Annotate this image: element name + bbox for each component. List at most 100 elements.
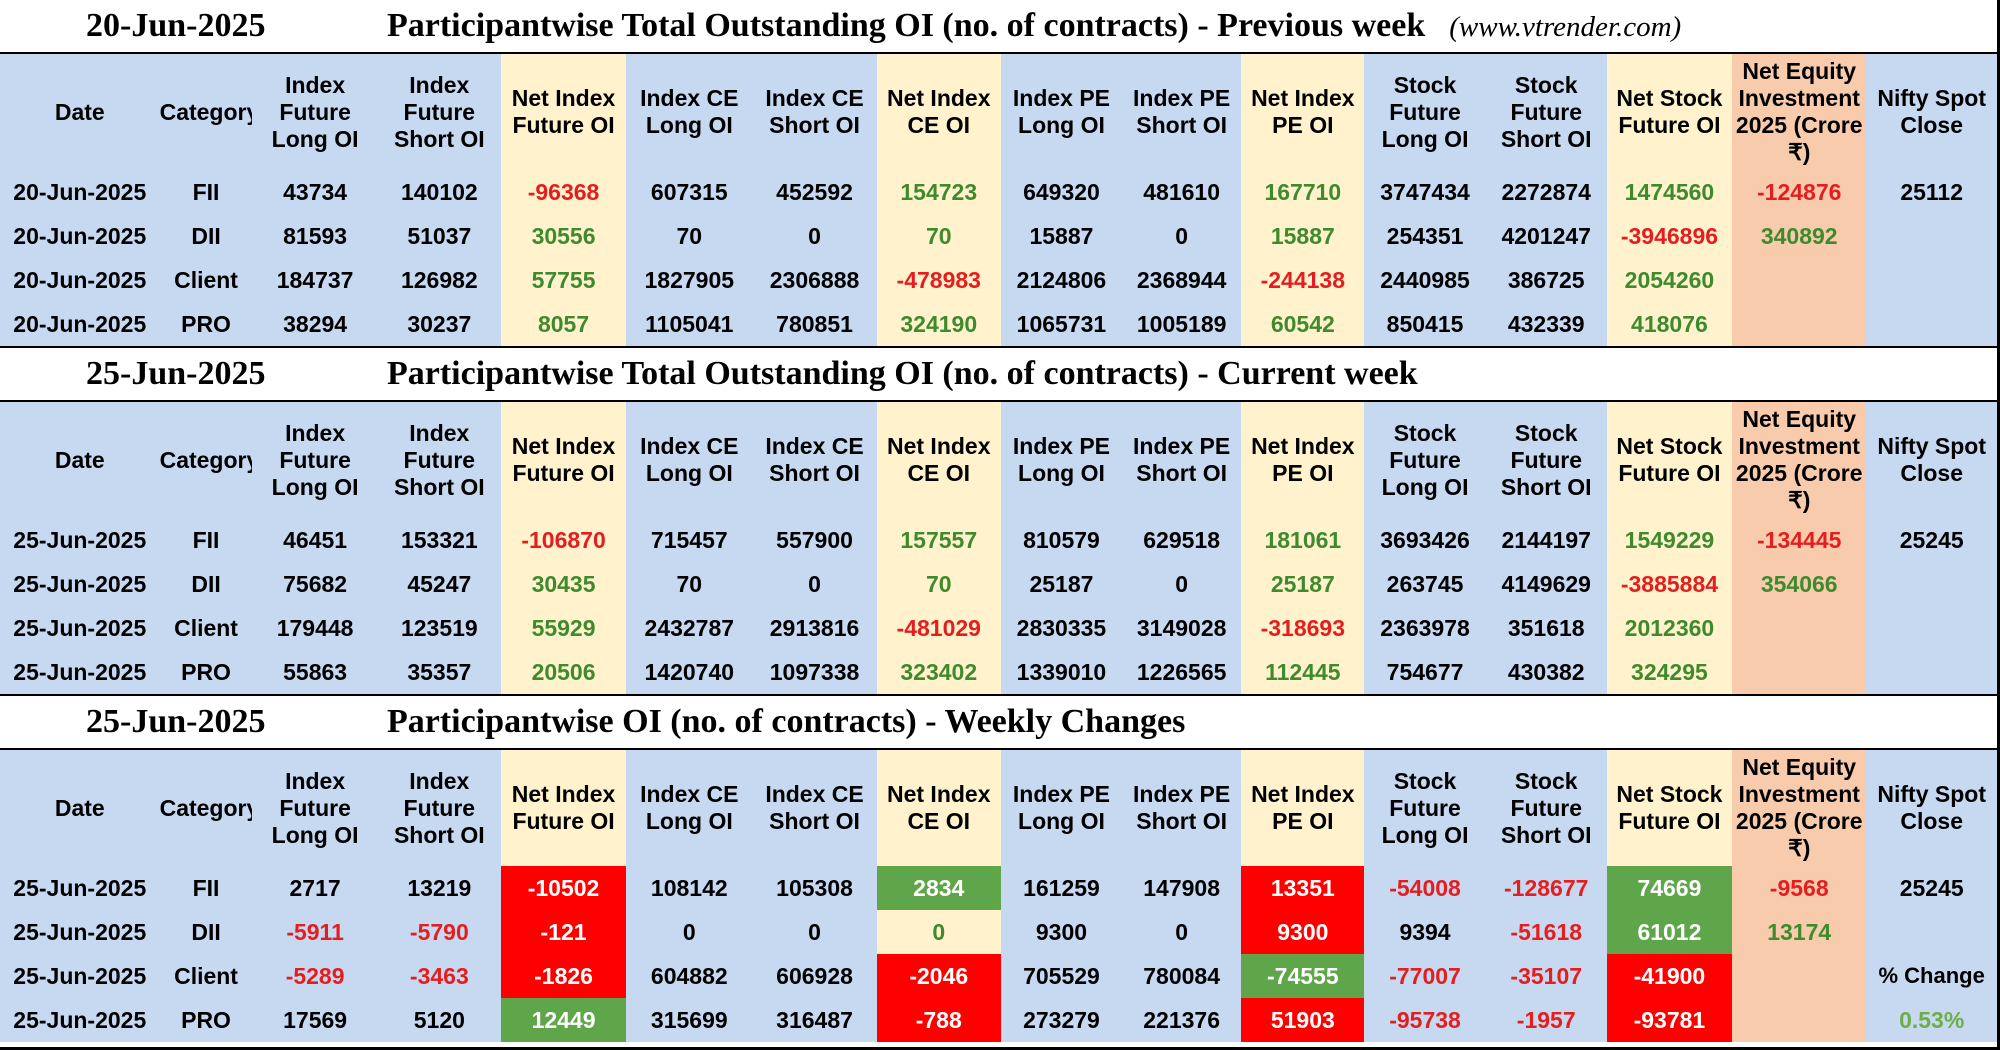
- cell-cel: 2432787: [626, 606, 753, 650]
- section-title-row: 25-Jun-2025 Participantwise OI (no. of co…: [0, 694, 1997, 750]
- cell-pel: 161259: [1000, 866, 1123, 910]
- cell-date: 25-Jun-2025: [0, 606, 160, 650]
- cell-ces: 606928: [752, 954, 877, 998]
- cell-pel: 15887: [1000, 214, 1123, 258]
- cell-date: 20-Jun-2025: [0, 258, 160, 302]
- cell-date: 25-Jun-2025: [0, 910, 160, 954]
- cell-nsf: 418076: [1606, 302, 1733, 347]
- cell-pel: 1339010: [1000, 650, 1123, 695]
- column-header: Net Index CE OI: [876, 401, 1001, 518]
- cell-npe: 181061: [1241, 518, 1365, 562]
- cell-ifl: -5911: [252, 910, 378, 954]
- column-header: Index PE Long OI: [1000, 53, 1123, 170]
- cell-ifl: 184737: [252, 258, 378, 302]
- column-header: Index PE Short OI: [1122, 749, 1242, 866]
- cell-date: 25-Jun-2025: [0, 954, 160, 998]
- column-header: Index CE Short OI: [752, 749, 877, 866]
- cell-nce: -478983: [876, 258, 1001, 302]
- cell-nsf: 2054260: [1606, 258, 1733, 302]
- cell-npe: 112445: [1241, 650, 1365, 695]
- section-date: 20-Jun-2025: [86, 7, 266, 44]
- cell-date: 20-Jun-2025: [0, 302, 160, 347]
- cell-npe: 15887: [1241, 214, 1365, 258]
- cell-ces: 2306888: [752, 258, 877, 302]
- column-header: Index PE Short OI: [1122, 53, 1242, 170]
- cell-sfl: 9394: [1364, 910, 1486, 954]
- column-header: Index PE Long OI: [1000, 401, 1123, 518]
- cell-nce: 324190: [876, 302, 1001, 347]
- site-url: (www.vtrender.com): [1449, 11, 1682, 43]
- cell-category: FII: [159, 866, 253, 910]
- cell-cel: 715457: [626, 518, 753, 562]
- cell-nsf: 1474560: [1606, 170, 1733, 214]
- column-header: Index CE Long OI: [626, 401, 753, 518]
- column-header: Index PE Short OI: [1122, 401, 1242, 518]
- cell-sfl: 263745: [1364, 562, 1486, 606]
- cell-sfl: 754677: [1364, 650, 1486, 695]
- column-header: Net Index CE OI: [876, 749, 1001, 866]
- cell-date: 25-Jun-2025: [0, 998, 160, 1042]
- cell-sfl: 254351: [1364, 214, 1486, 258]
- column-header: Stock Future Long OI: [1364, 401, 1486, 518]
- table-row: 25-Jun-2025 PRO 17569 5120 12449 315699 316487…: [0, 998, 1997, 1042]
- cell-ifl: 75682: [252, 562, 378, 606]
- cell-ifs: -3463: [377, 954, 501, 998]
- cell-ifs: -5790: [377, 910, 501, 954]
- cell-pes: 221376: [1122, 998, 1242, 1042]
- cell-category: Client: [159, 606, 253, 650]
- cell-cel: 315699: [626, 998, 753, 1042]
- column-header: Index Future Long OI: [252, 749, 378, 866]
- cell-nifty: [1866, 562, 1997, 606]
- table-row: 20-Jun-2025 DII 81593 51037 30556 70 0 70 15887 0…: [0, 214, 1997, 258]
- cell-npe: 167710: [1241, 170, 1365, 214]
- cell-nei: 340892: [1732, 214, 1867, 258]
- column-header: Index Future Short OI: [377, 749, 501, 866]
- cell-ifl: -5289: [252, 954, 378, 998]
- cell-nce: -788: [876, 998, 1001, 1042]
- column-header: Net Equity Investment 2025 (Crore ₹): [1732, 401, 1867, 518]
- column-header: Index CE Short OI: [752, 401, 877, 518]
- cell-nifty: [1866, 606, 1997, 650]
- cell-nif: -1826: [500, 954, 627, 998]
- cell-npe: -244138: [1241, 258, 1365, 302]
- cell-ifs: 45247: [377, 562, 501, 606]
- cell-ifl: 38294: [252, 302, 378, 347]
- cell-pel: 25187: [1000, 562, 1123, 606]
- cell-nifty: [1866, 910, 1997, 954]
- cell-nsf: 2012360: [1606, 606, 1733, 650]
- cell-sfs: 2144197: [1485, 518, 1607, 562]
- cell-pes: 2368944: [1122, 258, 1242, 302]
- cell-nif: -96368: [500, 170, 627, 214]
- table-row: 20-Jun-2025 Client 184737 126982 57755 182790…: [0, 258, 1997, 302]
- cell-nce: -481029: [876, 606, 1001, 650]
- cell-nei: -9568: [1732, 866, 1867, 910]
- column-header: Net Equity Investment 2025 (Crore ₹): [1732, 53, 1867, 170]
- table-row: 25-Jun-2025 PRO 55863 35357 20506 1420740 1097…: [0, 650, 1997, 695]
- cell-nif: 30556: [500, 214, 627, 258]
- column-header: Category: [159, 401, 253, 518]
- cell-ifs: 30237: [377, 302, 501, 347]
- column-header: Net Equity Investment 2025 (Crore ₹): [1732, 749, 1867, 866]
- column-header: Index CE Long OI: [626, 749, 753, 866]
- cell-pes: 629518: [1122, 518, 1242, 562]
- cell-ces: 2913816: [752, 606, 877, 650]
- column-header: Nifty Spot Close: [1866, 53, 1997, 170]
- cell-date: 20-Jun-2025: [0, 170, 160, 214]
- cell-sfl: 3747434: [1364, 170, 1486, 214]
- cell-sfs: -128677: [1485, 866, 1607, 910]
- cell-sfs: -35107: [1485, 954, 1607, 998]
- cell-npe: -74555: [1241, 954, 1365, 998]
- cell-ifs: 35357: [377, 650, 501, 695]
- cell-ces: 0: [752, 214, 877, 258]
- cell-pel: 705529: [1000, 954, 1123, 998]
- cell-sfs: 2272874: [1485, 170, 1607, 214]
- cell-ifl: 17569: [252, 998, 378, 1042]
- cell-ifl: 179448: [252, 606, 378, 650]
- cell-nif: -121: [500, 910, 627, 954]
- cell-nsf: -3885884: [1606, 562, 1733, 606]
- cell-nifty: 25245: [1866, 518, 1997, 562]
- cell-cel: 108142: [626, 866, 753, 910]
- cell-npe: 51903: [1241, 998, 1365, 1042]
- cell-nif: 8057: [500, 302, 627, 347]
